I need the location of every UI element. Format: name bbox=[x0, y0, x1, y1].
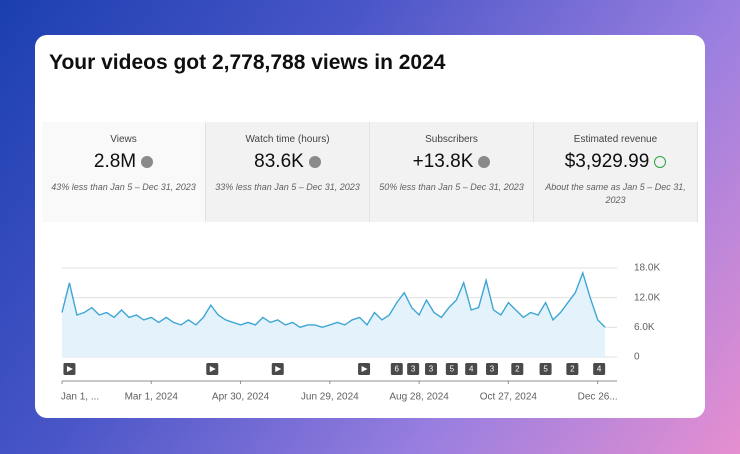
event-marker bbox=[445, 363, 458, 375]
down-icon bbox=[478, 156, 491, 168]
event-marker bbox=[425, 363, 438, 375]
check-icon bbox=[654, 156, 667, 168]
event-marker bbox=[390, 363, 403, 375]
play-icon bbox=[209, 366, 216, 372]
metric-note: About the same as Jan 5 – Dec 31, 2023 bbox=[545, 182, 686, 205]
event-marker bbox=[566, 363, 579, 375]
event-count: 6 bbox=[395, 365, 400, 374]
y-tick-label: 6.0K bbox=[634, 322, 655, 333]
event-marker bbox=[511, 363, 524, 375]
event-marker bbox=[465, 363, 478, 375]
event-count: 2 bbox=[570, 365, 575, 374]
metric-value-row: $3,929.99 bbox=[534, 151, 697, 173]
y-tick-label: 18.0K bbox=[634, 263, 660, 274]
event-count: 4 bbox=[469, 365, 474, 374]
play-icon bbox=[66, 366, 73, 372]
metric-value-row: 2.8M bbox=[42, 151, 205, 173]
event-count: 4 bbox=[597, 365, 602, 374]
x-tick-label: Aug 28, 2024 bbox=[389, 392, 449, 403]
metric-value: +13.8K bbox=[412, 151, 474, 172]
x-tick-label: Jun 29, 2024 bbox=[301, 392, 359, 403]
x-tick-label: Apr 30, 2024 bbox=[212, 392, 270, 403]
metric-label: Views bbox=[110, 134, 137, 145]
down-icon bbox=[141, 156, 154, 168]
metric-card[interactable]: Watch time (hours) 83.6K 33% less than Jan… bbox=[206, 122, 370, 222]
metric-note: 33% less than Jan 5 – Dec 31, 2023 bbox=[215, 182, 360, 192]
metric-value: 2.8M bbox=[93, 151, 137, 172]
x-tick-label: Oct 27, 2024 bbox=[480, 392, 538, 403]
y-tick-label: 12.0K bbox=[634, 292, 660, 303]
play-icon bbox=[361, 366, 368, 372]
metric-value: 83.6K bbox=[254, 151, 304, 172]
play-icon bbox=[275, 366, 282, 372]
metric-label: Estimated revenue bbox=[573, 134, 658, 145]
event-count: 3 bbox=[490, 365, 495, 374]
metric-card[interactable]: Views 2.8M 43% less than Jan 5 – Dec 31, 2… bbox=[42, 122, 206, 222]
metric-value-row: 83.6K bbox=[206, 151, 369, 173]
area bbox=[62, 272, 606, 357]
y-tick-label: 0 bbox=[634, 352, 640, 363]
event-count: 3 bbox=[429, 365, 434, 374]
metric-card[interactable]: Subscribers +13.8K 50% less than Jan 5 – D… bbox=[370, 122, 534, 222]
title: Your videos got 2,778,788 views in 2024 bbox=[49, 51, 446, 74]
event-count: 5 bbox=[450, 365, 455, 374]
metric-value-row: +13.8K bbox=[370, 151, 533, 173]
x-tick-label: Mar 1, 2024 bbox=[125, 392, 179, 403]
metric-note: 43% less than Jan 5 – Dec 31, 2023 bbox=[51, 182, 196, 192]
event-count: 2 bbox=[515, 365, 520, 374]
metric-label: Watch time (hours) bbox=[245, 134, 330, 145]
event-marker bbox=[407, 363, 420, 375]
event-count: 5 bbox=[543, 365, 548, 374]
event-count: 3 bbox=[411, 365, 416, 374]
metric-value: $3,929.99 bbox=[564, 151, 650, 172]
event-marker bbox=[539, 363, 552, 375]
x-tick-label: Dec 26... bbox=[578, 392, 618, 403]
event-marker bbox=[486, 363, 499, 375]
x-tick-label: Jan 1, ... bbox=[61, 392, 99, 403]
metric-card[interactable]: Estimated revenue $3,929.99 About the same… bbox=[534, 122, 698, 222]
event-marker bbox=[593, 363, 606, 375]
down-icon bbox=[308, 156, 321, 168]
metric-note: 50% less than Jan 5 – Dec 31, 2023 bbox=[379, 182, 524, 192]
line bbox=[61, 270, 606, 329]
metric-label: Subscribers bbox=[425, 134, 478, 145]
metrics-row: Views 2.8M 43% less than Jan 5 – Dec 31, 2… bbox=[42, 122, 698, 222]
